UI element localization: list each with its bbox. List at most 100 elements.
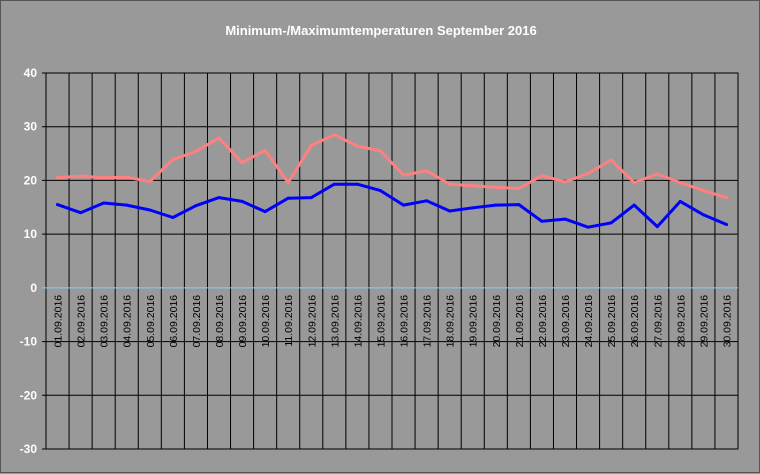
data-point [586,225,590,229]
data-point [355,144,359,148]
x-tick-label: 21.09.2016 [514,295,526,348]
data-point [448,209,452,213]
x-tick-label: 15.09.2016 [375,295,387,348]
chart-title: Minimum-/Maximumtemperaturen September 2… [225,23,536,38]
data-point [217,196,221,200]
x-tick-label: 10.09.2016 [260,295,272,348]
x-tick-label: 11.09.2016 [283,295,295,347]
data-point [609,221,613,225]
x-tick-label: 14.09.2016 [352,295,364,348]
x-tick-label: 20.09.2016 [491,295,503,348]
series-line-1 [56,133,728,200]
x-tick-label: 12.09.2016 [306,295,318,348]
data-point [425,169,429,173]
y-tick-label: -30 [20,442,38,456]
x-tick-label: 05.09.2016 [145,295,157,348]
data-point [355,182,359,186]
x-tick-label: 23.09.2016 [560,295,572,348]
data-point [79,174,83,178]
data-point [125,203,129,207]
x-tick-label: 27.09.2016 [652,295,664,348]
data-point [332,133,336,137]
data-point [56,203,60,207]
data-point [678,181,682,185]
x-tick-label: 13.09.2016 [329,295,341,348]
data-point [471,206,475,210]
data-point [171,215,175,219]
data-point [194,149,198,153]
data-point [632,203,636,207]
x-tick-label: 07.09.2016 [191,295,203,348]
x-tick-label: 18.09.2016 [445,295,457,348]
x-tick-label: 02.09.2016 [76,295,88,348]
data-point [701,189,705,193]
x-tick-label: 26.09.2016 [629,295,641,348]
data-point [494,203,498,207]
data-point [540,219,544,223]
data-point [263,148,267,152]
data-point [79,211,83,215]
data-point [632,181,636,185]
x-tick-label: 24.09.2016 [583,295,595,348]
data-point [102,176,106,180]
data-point [332,182,336,186]
data-point [309,144,313,148]
data-point [724,222,728,226]
data-point [655,172,659,176]
data-point [655,225,659,229]
series-line-2 [56,182,728,229]
x-tick-label: 06.09.2016 [168,295,180,348]
data-point [402,173,406,177]
y-tick-label: -20 [20,388,38,402]
x-tick-label: 29.09.2016 [698,295,710,348]
data-point [701,213,705,217]
data-point [724,196,728,200]
data-point [378,149,382,153]
data-point [563,180,567,184]
data-point [678,199,682,203]
x-tick-label: 30.09.2016 [721,295,733,348]
x-tick-label: 04.09.2016 [122,295,134,348]
data-point [240,199,244,203]
x-tick-label: 25.09.2016 [606,295,618,348]
plot-area: 40 30 20 10 0 -10 -20 -30 01.09.2016 02.09.2016 03… [20,66,739,456]
data-point [263,210,267,214]
data-point [563,217,567,221]
data-point [309,196,313,200]
x-tick-label: 19.09.2016 [468,295,480,348]
data-point [517,186,521,190]
y-tick-label: 20 [24,173,38,187]
data-point [540,174,544,178]
data-point [471,184,475,188]
data-point [448,182,452,186]
data-point [102,201,106,205]
data-point [217,136,221,140]
y-tick-label: -10 [20,335,38,349]
x-tick-label: 22.09.2016 [537,295,549,348]
data-point [517,203,521,207]
data-point [378,189,382,193]
data-point [148,180,152,184]
y-tick-label: 30 [24,120,38,134]
y-tick-label: 0 [30,281,37,295]
data-point [425,199,429,203]
data-point [286,181,290,185]
data-point [56,176,60,180]
x-tick-label: 09.09.2016 [237,295,249,348]
data-point [125,175,129,179]
y-tick-label: 10 [24,227,38,241]
data-point [171,157,175,161]
data-point [148,208,152,212]
x-tick-label: 03.09.2016 [99,295,111,348]
data-point [194,204,198,208]
data-point [494,185,498,189]
x-tick-label: 17.09.2016 [422,295,434,348]
data-point [402,203,406,207]
y-tick-label: 40 [24,66,38,80]
x-tick-label: 16.09.2016 [399,295,411,348]
data-point [586,171,590,175]
data-point [240,161,244,165]
x-tick-label: 01.09.2016 [53,295,65,348]
